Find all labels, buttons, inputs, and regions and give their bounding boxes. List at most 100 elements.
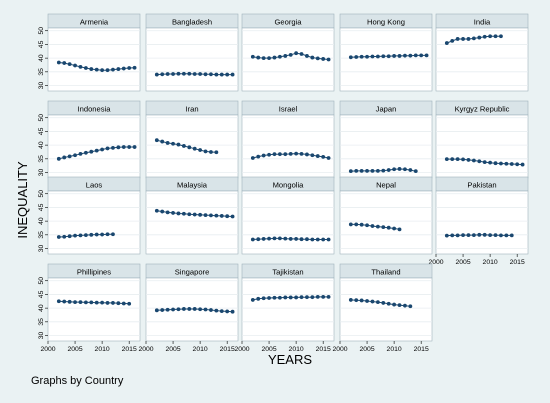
data-point	[365, 223, 369, 228]
plot-area	[145, 114, 239, 179]
data-point	[375, 224, 380, 229]
data-point	[354, 222, 359, 227]
panel-malaysia: Malaysia	[145, 176, 239, 255]
data-point	[482, 232, 487, 237]
data-point	[326, 156, 331, 160]
data-point	[56, 235, 61, 239]
data-point	[348, 169, 353, 174]
data-point	[493, 233, 498, 238]
panel-hong-kong: Hong Kong	[339, 13, 433, 92]
plot-area	[47, 277, 141, 342]
panel-title: Nepal	[376, 180, 396, 189]
data-point	[386, 54, 391, 59]
data-point	[261, 296, 266, 301]
data-point	[408, 53, 413, 58]
data-point	[354, 298, 359, 303]
data-point	[78, 151, 83, 156]
y-tick-label: 45	[38, 290, 45, 298]
data-point	[359, 298, 364, 303]
data-point	[283, 236, 288, 241]
plot-area	[339, 114, 433, 179]
data-point	[381, 225, 386, 230]
data-point	[455, 233, 460, 238]
data-point	[181, 307, 186, 311]
data-point	[381, 168, 386, 173]
data-point	[214, 213, 219, 218]
data-point	[365, 168, 369, 173]
data-point	[520, 162, 525, 167]
data-point	[176, 211, 181, 216]
data-point	[198, 212, 203, 217]
data-point	[267, 236, 271, 241]
data-point	[203, 307, 208, 312]
data-point	[154, 208, 159, 213]
data-point	[219, 214, 224, 218]
panel-indonesia: Indonesia 30 35 40 45 50	[38, 100, 141, 179]
plot-area	[435, 27, 529, 92]
data-point	[56, 299, 61, 304]
data-point	[94, 67, 99, 72]
panel-title: Georgia	[274, 17, 302, 26]
y-tick-label: 30	[38, 332, 45, 340]
data-point	[73, 300, 77, 305]
data-point	[127, 301, 132, 306]
data-point	[315, 56, 320, 61]
panel-iran: Iran	[145, 100, 239, 179]
data-point	[121, 301, 126, 306]
data-point	[230, 214, 235, 219]
data-point	[181, 144, 186, 148]
data-point	[132, 65, 137, 70]
data-point	[370, 54, 375, 59]
panel-thailand: Thailand 2000 2005 2010 2015	[332, 263, 433, 353]
data-point	[471, 36, 476, 41]
panel-title: India	[474, 17, 491, 26]
data-point	[375, 300, 380, 305]
data-point	[154, 138, 159, 143]
data-point	[477, 232, 482, 237]
data-point	[225, 214, 230, 219]
data-point	[127, 145, 132, 149]
data-point	[209, 150, 213, 154]
data-point	[515, 162, 520, 167]
data-point	[67, 62, 72, 67]
panel-title: Singapore	[175, 267, 210, 276]
plot-area	[339, 277, 433, 342]
data-point	[283, 152, 288, 157]
data-point	[326, 57, 331, 62]
data-point	[348, 222, 353, 227]
data-point	[315, 237, 320, 242]
data-point	[499, 34, 503, 39]
data-point	[321, 295, 326, 299]
data-point	[359, 168, 364, 173]
y-tick-label: 40	[38, 54, 45, 62]
data-point	[192, 72, 197, 76]
data-point	[386, 301, 391, 306]
y-tick-label: 40	[38, 304, 45, 312]
data-point	[83, 233, 88, 238]
data-point	[214, 308, 219, 313]
data-point	[67, 299, 72, 304]
panel-armenia: Armenia 30 35 40 45 50	[38, 13, 141, 92]
data-point	[100, 232, 105, 237]
data-point	[413, 53, 418, 58]
data-point	[78, 233, 83, 238]
data-point	[294, 237, 299, 241]
data-point	[370, 224, 375, 228]
data-point	[299, 52, 304, 56]
data-point	[160, 72, 165, 77]
data-point	[288, 295, 293, 300]
data-point	[424, 53, 429, 58]
x-tick-label: 2005	[67, 346, 82, 353]
x-tick-label: 2000	[138, 346, 153, 353]
data-point	[116, 145, 121, 150]
plot-area	[435, 190, 529, 255]
x-tick-label: 2010	[289, 346, 304, 353]
data-point	[348, 55, 353, 60]
data-point	[225, 309, 230, 314]
data-point	[105, 146, 110, 151]
data-point	[94, 300, 99, 305]
data-point	[89, 67, 94, 71]
panel-japan: Japan	[339, 100, 433, 179]
y-tick-label: 50	[38, 27, 45, 35]
data-point	[488, 160, 493, 165]
